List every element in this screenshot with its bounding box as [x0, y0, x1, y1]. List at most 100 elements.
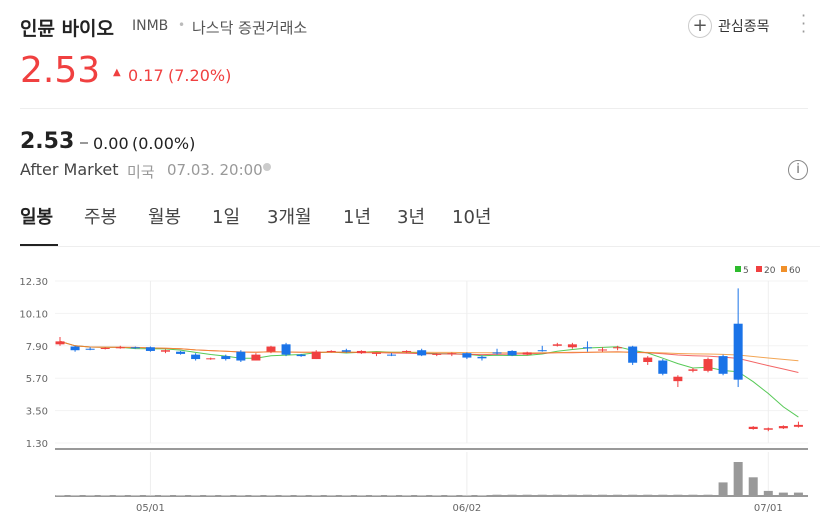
volume-bar: [522, 494, 532, 496]
volume-bar: [703, 494, 713, 496]
volume-bar: [733, 462, 743, 496]
candle-body: [251, 354, 261, 361]
candle-body: [356, 350, 366, 354]
candle-body: [115, 347, 125, 349]
volume-bar: [643, 494, 653, 496]
candle-body: [537, 350, 547, 352]
tab-underline: [20, 244, 58, 246]
volume-bar: [688, 494, 698, 496]
tab[interactable]: 10년: [452, 207, 492, 228]
legend-label: 20: [764, 266, 776, 276]
candle-body: [387, 354, 397, 356]
am-change-pct: (0.00%): [132, 134, 196, 153]
candle-body: [793, 424, 803, 427]
info-icon[interactable]: i: [788, 160, 808, 180]
volume-bar: [507, 494, 517, 496]
time: 07.03. 20:00: [167, 161, 263, 179]
x-tick-label: 05/01: [136, 503, 165, 514]
candle-body: [176, 351, 186, 354]
candle-body: [191, 354, 201, 360]
candle-body: [130, 347, 140, 349]
legend-label: 5: [743, 266, 749, 276]
candle-body: [522, 352, 532, 355]
candle-body: [688, 369, 698, 371]
tab[interactable]: 월봉: [148, 207, 182, 228]
volume-bar: [628, 494, 638, 496]
candle-body: [296, 354, 306, 357]
volume-bar: [763, 490, 773, 496]
candle-body: [341, 350, 351, 352]
candle-body: [266, 346, 276, 352]
am-price: 2.53: [20, 129, 75, 154]
volume-bar: [537, 494, 547, 496]
candle-body: [492, 352, 502, 354]
exchange: 나스닥 증권거래소: [192, 19, 308, 37]
watchlist-button[interactable]: 관심종목: [718, 19, 770, 35]
volume-bar: [582, 494, 592, 496]
separator: •: [178, 18, 186, 32]
candle-body: [582, 347, 592, 349]
more-menu[interactable]: · · ·: [801, 6, 807, 41]
candle-body: [673, 376, 683, 382]
moving-average: [59, 340, 799, 362]
tab[interactable]: 1일: [212, 207, 241, 228]
stock-name: 인뮨 바이오: [20, 18, 115, 40]
candle-body: [70, 346, 80, 351]
volume-bar: [778, 492, 788, 496]
volume-bar: [492, 494, 502, 496]
candle-body: [145, 347, 155, 351]
divider: [20, 108, 808, 109]
y-tick-label: 1.30: [26, 439, 48, 450]
candle-body: [311, 351, 321, 360]
legend-swatch: [781, 266, 787, 272]
tab[interactable]: 3년: [397, 207, 426, 228]
y-tick-label: 3.50: [26, 407, 48, 418]
candle-body: [447, 353, 457, 355]
candle-body: [628, 346, 638, 363]
am-label: After Market: [20, 160, 119, 179]
volume-bar: [673, 494, 683, 496]
candle-body: [552, 344, 562, 346]
candle-body: [703, 359, 713, 371]
volume-bar: [598, 494, 608, 496]
y-tick-label: 7.90: [26, 342, 48, 353]
candle-body: [613, 347, 623, 349]
candle-body: [236, 351, 246, 361]
candle-body: [567, 344, 577, 348]
am-change: 0.00: [93, 134, 129, 153]
status-dot: [263, 163, 271, 171]
add-button[interactable]: +: [688, 14, 712, 38]
candle-body: [643, 357, 653, 362]
volume-bar: [613, 494, 623, 496]
candle-body: [281, 344, 291, 355]
y-tick-label: 5.70: [26, 374, 48, 385]
candle-body: [417, 350, 427, 356]
candle-body: [477, 356, 487, 359]
candle-body: [160, 350, 170, 352]
tab[interactable]: 1년: [343, 207, 372, 228]
candle-body: [326, 350, 336, 352]
volume-bar: [552, 494, 562, 496]
legend-swatch: [756, 266, 762, 272]
tab[interactable]: 주봉: [84, 207, 118, 228]
candle-body: [733, 323, 743, 380]
volume-bar: [748, 477, 758, 496]
tab[interactable]: 일봉: [20, 207, 54, 228]
tab[interactable]: 3개월: [267, 207, 312, 228]
flat-mark: [80, 142, 88, 144]
change-pct: (7.20%): [168, 66, 232, 85]
candle-body: [206, 358, 216, 360]
divider: [20, 246, 820, 247]
candle-body: [432, 353, 442, 355]
legend-label: 60: [789, 266, 801, 276]
candle-body: [718, 356, 728, 374]
candle-body: [778, 426, 788, 429]
candle-body: [462, 353, 472, 358]
legend-swatch: [735, 266, 741, 272]
volume-bar: [718, 482, 728, 496]
volume-bar: [567, 494, 577, 496]
change: 0.17: [128, 66, 164, 85]
volume-bar: [658, 494, 668, 496]
y-tick-label: 10.10: [19, 309, 48, 320]
